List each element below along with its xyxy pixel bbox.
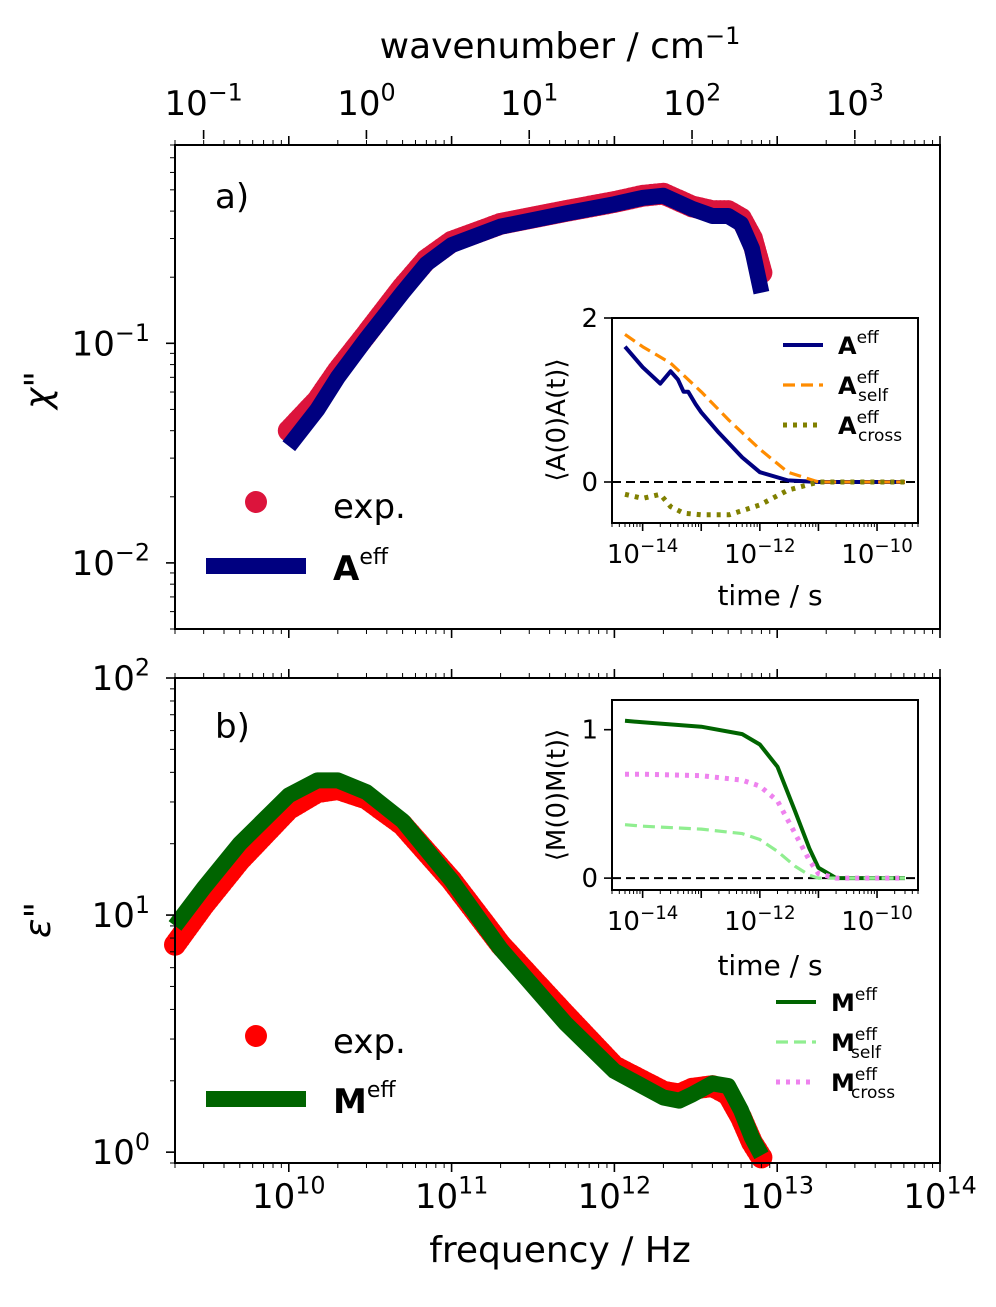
legend-model-label: Aeff: [333, 545, 389, 589]
panel-b-label: b): [215, 707, 250, 747]
inset-series-line: [624, 333, 905, 484]
inset-b: 10−14 10−12 10−10 0 1 ⟨M(0)M(t)⟩ time / s Me…: [542, 699, 919, 1103]
inset-a: 10−14 10−12 10−10 0 2 ⟨A(0)A(t)⟩ time / s Ae…: [542, 304, 919, 612]
inset-series-line: [623, 345, 905, 484]
inset-y-tick-label: 2: [581, 304, 598, 334]
legend-exp-label: exp.: [333, 487, 406, 527]
x-tick-label: 1014: [903, 1172, 977, 1217]
inset-x-tick-label: 10−10: [841, 903, 912, 937]
model-line: [168, 772, 769, 1160]
panel-a-label: a): [215, 177, 249, 217]
top-tick-label: 101: [500, 79, 558, 124]
legend-label: Meff self: [831, 1025, 882, 1063]
inset-y-tick-label: 0: [581, 468, 598, 498]
top-tick-label: 102: [663, 79, 721, 124]
inset-x-tick-label: 10−14: [607, 536, 678, 570]
panel-a-ylabel: χ": [18, 371, 59, 411]
legend-label: Meff: [831, 985, 878, 1017]
inset-x-tick-label: 10−12: [724, 536, 795, 570]
inset-b-ylabel: ⟨M(0)M(t)⟩: [542, 729, 572, 861]
bottom-axis-label: frequency / Hz: [429, 1230, 691, 1271]
panel-b-frame: [174, 677, 941, 1164]
top-tick-label: 100: [337, 79, 395, 124]
inset-a-bg: [612, 318, 918, 523]
inset-b-frame: [611, 699, 919, 891]
y-tick-label: 10−1: [72, 319, 150, 364]
legend-label: Aeff self: [838, 368, 889, 406]
bottom-axis-ticks: 1010 1011 1012 1013 1014: [252, 1172, 977, 1217]
panel-a: 10−2 10−1 a) χ" exp. Aeff: [18, 136, 941, 638]
panel-b-ylabel: ε": [18, 902, 59, 938]
panel-b-legend: exp. Meff: [206, 1022, 406, 1122]
inset-y-tick-label: 1: [581, 716, 598, 746]
x-tick-label: 1012: [578, 1172, 652, 1217]
inset-series-line: [624, 479, 905, 518]
y-tick-label: 101: [92, 891, 150, 936]
inset-series-line: [624, 718, 905, 881]
inset-b-xlabel: time / s: [717, 949, 822, 982]
top-axis-label: wavenumber / cm−1: [380, 22, 741, 67]
x-tick-label: 1013: [740, 1172, 814, 1217]
inset-x-tick-label: 10−14: [607, 903, 678, 937]
inset-b-bg: [612, 700, 918, 890]
panel-a-legend: exp. Aeff: [206, 487, 406, 589]
legend-exp-marker: [245, 491, 267, 513]
panel-a-frame: [174, 144, 941, 630]
inset-y-tick-label: 0: [581, 864, 598, 894]
x-tick-label: 1010: [252, 1172, 326, 1217]
inset-a-frame: [611, 317, 919, 524]
inset-a-xlabel: time / s: [717, 579, 822, 612]
y-tick-label: 102: [92, 654, 150, 699]
legend-label: Aeff cross: [838, 408, 902, 446]
legend-label: Aeff: [838, 328, 880, 360]
legend-model-label: Meff: [333, 1078, 396, 1122]
top-tick-label: 103: [826, 79, 884, 124]
legend-label: Meff cross: [831, 1065, 895, 1103]
model-line: [282, 187, 770, 452]
panel-b: 100 101 102 b) ε" exp. Meff: [18, 654, 941, 1173]
inset-x-tick-label: 10−12: [724, 903, 795, 937]
top-tick-label: 10−1: [164, 79, 242, 124]
top-axis-ticks: 10−1 100 101 102 103: [164, 79, 884, 139]
y-tick-label: 10−2: [72, 539, 150, 584]
y-tick-label: 100: [92, 1128, 150, 1173]
inset-a-ylabel: ⟨A(0)A(t)⟩: [542, 358, 572, 481]
x-tick-label: 1011: [415, 1172, 489, 1217]
inset-x-tick-label: 10−10: [841, 536, 912, 570]
legend-exp-marker: [245, 1025, 267, 1047]
legend-exp-label: exp.: [333, 1022, 406, 1062]
